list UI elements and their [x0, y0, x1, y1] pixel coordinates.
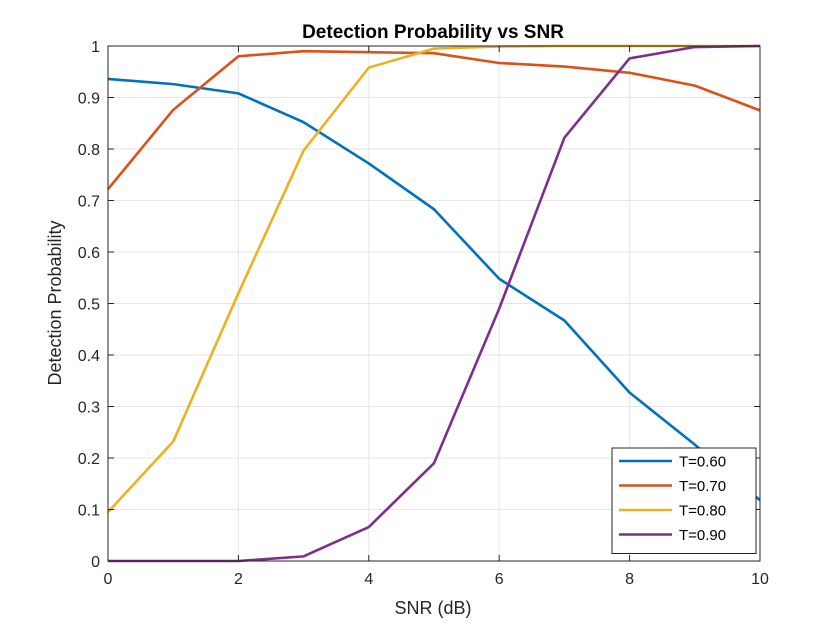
y-tick-label: 0.9	[78, 91, 100, 108]
x-tick-label: 6	[495, 571, 504, 588]
y-tick-label: 1	[91, 39, 100, 56]
series-line-2	[106, 49, 761, 190]
chart-title: Detection Probability vs SNR	[302, 22, 564, 43]
y-tick-label: 0	[91, 554, 100, 571]
legend: T=0.60 T=0.70 T=0.80 T=0.90	[611, 447, 757, 554]
x-axis-label: SNR (dB)	[394, 598, 471, 618]
y-tick-label: 0.3	[78, 400, 100, 417]
series-line-1	[107, 77, 761, 502]
legend-label-4: T=0.90	[679, 527, 726, 544]
y-tick-label: 0.4	[78, 348, 100, 365]
x-tick-label: 0	[104, 571, 113, 588]
y-tick-label: 0.7	[78, 194, 100, 211]
x-tick-label: 10	[751, 571, 769, 588]
y-tick-label: 0.6	[78, 245, 100, 262]
legend-label-1: T=0.60	[679, 454, 726, 471]
y-tick-label: 0.2	[78, 451, 100, 468]
x-tick-label: 2	[234, 571, 243, 588]
x-tick-label: 4	[364, 571, 373, 588]
legend-box	[611, 447, 757, 554]
legend-label-2: T=0.70	[679, 478, 726, 495]
legend-label-3: T=0.80	[679, 503, 726, 520]
y-tick-label: 0.1	[78, 503, 100, 520]
y-tick-label: 0.5	[78, 297, 100, 314]
y-tick-label: 0.8	[78, 142, 100, 159]
x-tick-label: 8	[625, 571, 634, 588]
y-axis-label: Detection Probability	[45, 220, 65, 385]
